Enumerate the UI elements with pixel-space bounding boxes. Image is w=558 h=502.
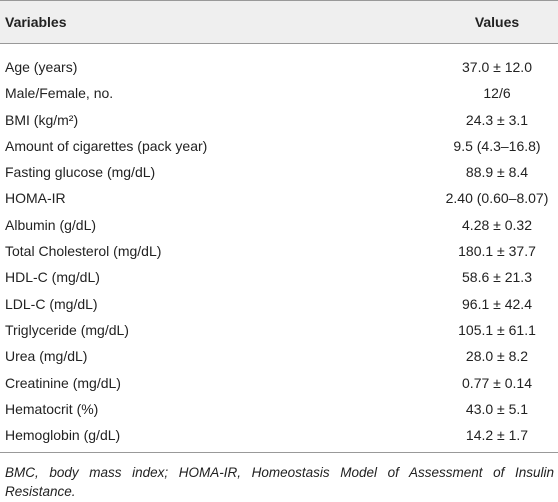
variable-cell: Creatinine (mg/dL) bbox=[5, 374, 121, 391]
table-row: Amount of cigarettes (pack year) 9.5 (4.3… bbox=[0, 134, 558, 160]
table-row: Male/Female, no. 12/6 bbox=[0, 81, 558, 107]
table-row: Albumin (g/dL) 4.28 ± 0.32 bbox=[0, 213, 558, 239]
table-header: Variables Values bbox=[0, 0, 558, 44]
value-cell: 14.2 ± 1.7 bbox=[465, 427, 529, 444]
value-cell: 24.3 ± 3.1 bbox=[465, 111, 529, 128]
variable-cell: Fasting glucose (mg/dL) bbox=[5, 164, 156, 181]
table-rule bbox=[0, 452, 558, 453]
value-cell: 105.1 ± 61.1 bbox=[458, 321, 536, 338]
variable-cell: Male/Female, no. bbox=[5, 85, 114, 102]
value-cell: 0.77 ± 0.14 bbox=[462, 374, 532, 391]
table-body: Age (years) 37.0 ± 12.0 Male/Female, no. 12… bbox=[0, 55, 558, 449]
table-row: Creatinine (mg/dL) 0.77 ± 0.14 bbox=[0, 371, 558, 397]
table-row: Hemoglobin (g/dL) 14.2 ± 1.7 bbox=[0, 423, 558, 449]
variable-cell: Hematocrit (%) bbox=[5, 400, 99, 417]
value-cell: 37.0 ± 12.0 bbox=[462, 59, 532, 75]
table-row: Hematocrit (%) 43.0 ± 5.1 bbox=[0, 397, 558, 423]
value-cell: 58.6 ± 21.3 bbox=[462, 269, 532, 286]
footnote: BMC, body mass index; HOMA-IR, Homeostas… bbox=[5, 465, 554, 499]
variable-cell: LDL-C (mg/dL) bbox=[5, 295, 98, 312]
variable-cell: Amount of cigarettes (pack year) bbox=[5, 137, 208, 154]
value-cell: 43.0 ± 5.1 bbox=[465, 400, 529, 417]
table-row: Total Cholesterol (mg/dL) 180.1 ± 37.7 bbox=[0, 239, 558, 265]
variable-cell: Albumin (g/dL) bbox=[5, 216, 97, 233]
value-cell: 9.5 (4.3–16.8) bbox=[453, 137, 541, 154]
value-cell: 4.28 ± 0.32 bbox=[462, 216, 532, 233]
value-cell: 88.9 ± 8.4 bbox=[465, 164, 529, 181]
table-row: LDL-C (mg/dL) 96.1 ± 42.4 bbox=[0, 292, 558, 318]
value-cell: 180.1 ± 37.7 bbox=[458, 243, 536, 260]
variable-cell: Total Cholesterol (mg/dL) bbox=[5, 243, 162, 260]
variable-cell: Triglyceride (mg/dL) bbox=[5, 321, 129, 338]
table-row: HDL-C (mg/dL) 58.6 ± 21.3 bbox=[0, 265, 558, 291]
table-row: Fasting glucose (mg/dL) 88.9 ± 8.4 bbox=[0, 160, 558, 186]
table-row: Age (years) 37.0 ± 12.0 bbox=[0, 55, 558, 81]
header-cell: Variables bbox=[5, 14, 67, 30]
variable-cell: HOMA-IR bbox=[5, 190, 66, 207]
table-row: Triglyceride (mg/dL) 105.1 ± 61.1 bbox=[0, 318, 558, 344]
variable-cell: Urea (mg/dL) bbox=[5, 348, 88, 365]
table-row: BMI (kg/m²) 24.3 ± 3.1 bbox=[0, 108, 558, 134]
value-cell: 28.0 ± 8.2 bbox=[465, 348, 529, 365]
variable-cell: Hemoglobin (g/dL) bbox=[5, 427, 121, 444]
variable-cell: Age (years) bbox=[5, 59, 78, 75]
value-cell: 12/6 bbox=[483, 85, 511, 102]
header-cell: Values bbox=[474, 14, 520, 30]
table-row: HOMA-IR 2.40 (0.60–8.07) bbox=[0, 186, 558, 212]
table-row: Urea (mg/dL) 28.0 ± 8.2 bbox=[0, 344, 558, 370]
value-cell: 96.1 ± 42.4 bbox=[462, 295, 532, 312]
variable-cell: BMI (kg/m²) bbox=[5, 111, 79, 128]
variable-cell: HDL-C (mg/dL) bbox=[5, 269, 100, 286]
value-cell: 2.40 (0.60–8.07) bbox=[445, 190, 549, 207]
